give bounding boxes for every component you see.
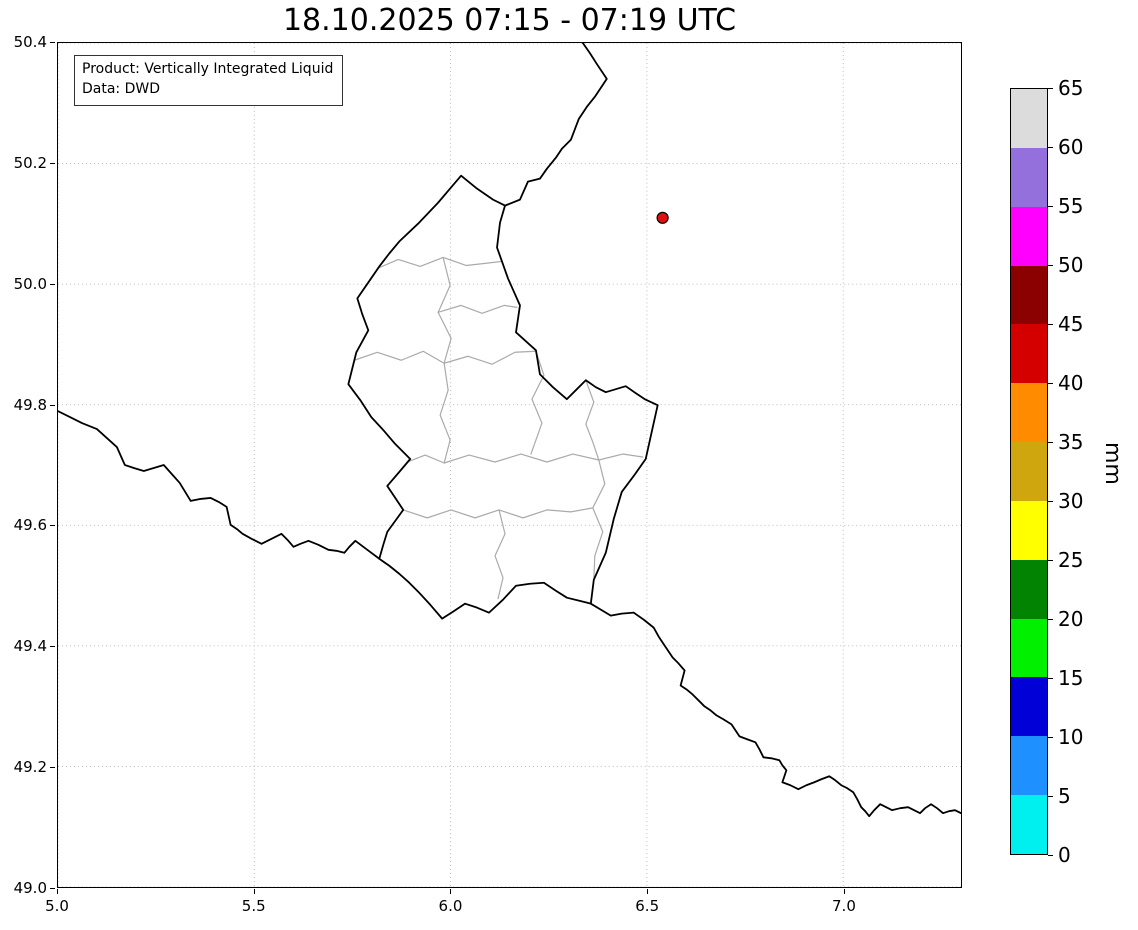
map-canvas: [58, 43, 961, 887]
canton-border-line: [530, 350, 545, 455]
colorbar-tick-label: 10: [1058, 725, 1084, 749]
colorbar-tick-label: 25: [1058, 548, 1084, 572]
canton-border-line: [443, 453, 644, 464]
data-source-label: Data: DWD: [82, 81, 160, 98]
colorbar-tick-label: 30: [1058, 489, 1084, 513]
colorbar-tick-mark: [1048, 324, 1053, 325]
y-tick-label: 49.4: [13, 637, 47, 656]
canton-border-line: [406, 454, 445, 464]
canton-border-line: [402, 507, 594, 519]
colorbar-segments: [1011, 89, 1047, 854]
country-borders: [58, 43, 961, 818]
canton-border-line: [585, 379, 600, 461]
colorbar-tick-mark: [1048, 88, 1053, 89]
y-tick-mark: [50, 283, 55, 285]
product-annotation: Product: Vertically Integrated Liquid Da…: [74, 55, 344, 106]
colorbar-segment: [1011, 265, 1047, 325]
y-tick-label: 50.0: [13, 274, 47, 293]
canton-border-line: [443, 350, 537, 365]
colorbar-tick-label: 15: [1058, 666, 1084, 690]
colorbar-tick-label: 60: [1058, 135, 1084, 159]
x-tick-mark: [647, 889, 649, 894]
y-tick-mark: [50, 767, 55, 769]
x-tick-mark: [450, 889, 452, 894]
colorbar-tick-mark: [1048, 383, 1053, 384]
colorbar-tick-label: 35: [1058, 430, 1084, 454]
colorbar-segment: [1011, 206, 1047, 266]
colorbar-segment: [1011, 442, 1047, 501]
colorbar-tick-mark: [1048, 560, 1053, 561]
colorbar-tick-label: 0: [1058, 843, 1071, 867]
product-label: Product: Vertically Integrated Liquid: [82, 61, 334, 77]
colorbar-tick-mark: [1048, 678, 1053, 679]
colorbar-tick-mark: [1048, 265, 1053, 266]
y-tick-mark: [50, 42, 55, 43]
colorbar-segment: [1011, 559, 1047, 619]
colorbar-tick-mark: [1048, 442, 1053, 443]
colorbar-segment: [1011, 383, 1047, 443]
colorbar-segment: [1011, 500, 1047, 560]
colorbar-segment: [1011, 147, 1047, 207]
colorbar-segment: [1011, 618, 1047, 678]
y-tick-label: 50.4: [13, 33, 47, 51]
y-tick-label: 49.2: [13, 758, 47, 777]
x-tick-mark: [843, 889, 845, 894]
canton-border-line: [494, 509, 506, 600]
y-tick-mark: [50, 404, 55, 406]
colorbar-tick-label: 55: [1058, 194, 1084, 218]
border-france-germany: [589, 602, 961, 818]
colorbar-unit-label: mm: [1100, 442, 1125, 485]
grid-lines: [58, 43, 961, 887]
x-tick-label: 6.0: [438, 897, 463, 915]
canton-border-line: [439, 362, 451, 464]
colorbar-tick-mark: [1048, 855, 1053, 856]
canton-border-line: [376, 256, 502, 270]
x-tick-label: 6.5: [635, 897, 660, 915]
y-tick-label: 50.2: [13, 153, 47, 172]
x-tick-label: 5.5: [241, 897, 266, 915]
colorbar-segment: [1011, 89, 1047, 148]
radar-cell-marker: [656, 211, 669, 224]
x-tick-label: 7.0: [832, 897, 856, 915]
colorbar-tick-label: 5: [1058, 784, 1071, 808]
colorbar-segment: [1011, 795, 1047, 854]
map-plot-area: Product: Vertically Integrated Liquid Da…: [57, 42, 962, 888]
colorbar-tick-label: 65: [1058, 76, 1084, 100]
canton-borders: [353, 256, 644, 600]
border-france-belgium: [58, 410, 381, 560]
canton-border-line: [592, 459, 606, 581]
y-tick-label: 49.0: [13, 879, 47, 897]
colorbar-tick-mark: [1048, 796, 1053, 797]
colorbar-tick-label: 45: [1058, 312, 1084, 336]
colorbar-tick-mark: [1048, 206, 1053, 207]
y-tick-mark: [50, 525, 55, 527]
colorbar-segment: [1011, 736, 1047, 796]
x-tick-mark: [253, 889, 255, 894]
colorbar-tick-mark: [1048, 501, 1053, 502]
colorbar-tick-mark: [1048, 147, 1053, 148]
y-tick-mark: [50, 888, 55, 889]
y-tick-mark: [50, 162, 55, 164]
colorbar-tick-label: 20: [1058, 607, 1084, 631]
canton-border-line: [437, 304, 518, 314]
plot-title: 18.10.2025 07:15 - 07:19 UTC: [282, 3, 737, 38]
colorbar-tick-mark: [1048, 737, 1053, 738]
colorbar-tick-label: 50: [1058, 253, 1084, 277]
x-tick-label: 5.0: [45, 897, 69, 915]
colorbar-tick-label: 40: [1058, 371, 1084, 395]
colorbar: [1010, 88, 1048, 855]
border-luxembourg: [347, 174, 659, 620]
colorbar-segment: [1011, 677, 1047, 737]
y-tick-label: 49.8: [13, 395, 47, 414]
y-tick-label: 49.6: [13, 516, 47, 535]
canton-border-line: [353, 350, 445, 364]
colorbar-segment: [1011, 324, 1047, 384]
x-tick-mark: [57, 889, 58, 894]
y-tick-mark: [50, 646, 55, 648]
border-belgium-germany: [504, 43, 608, 207]
colorbar-tick-mark: [1048, 619, 1053, 620]
